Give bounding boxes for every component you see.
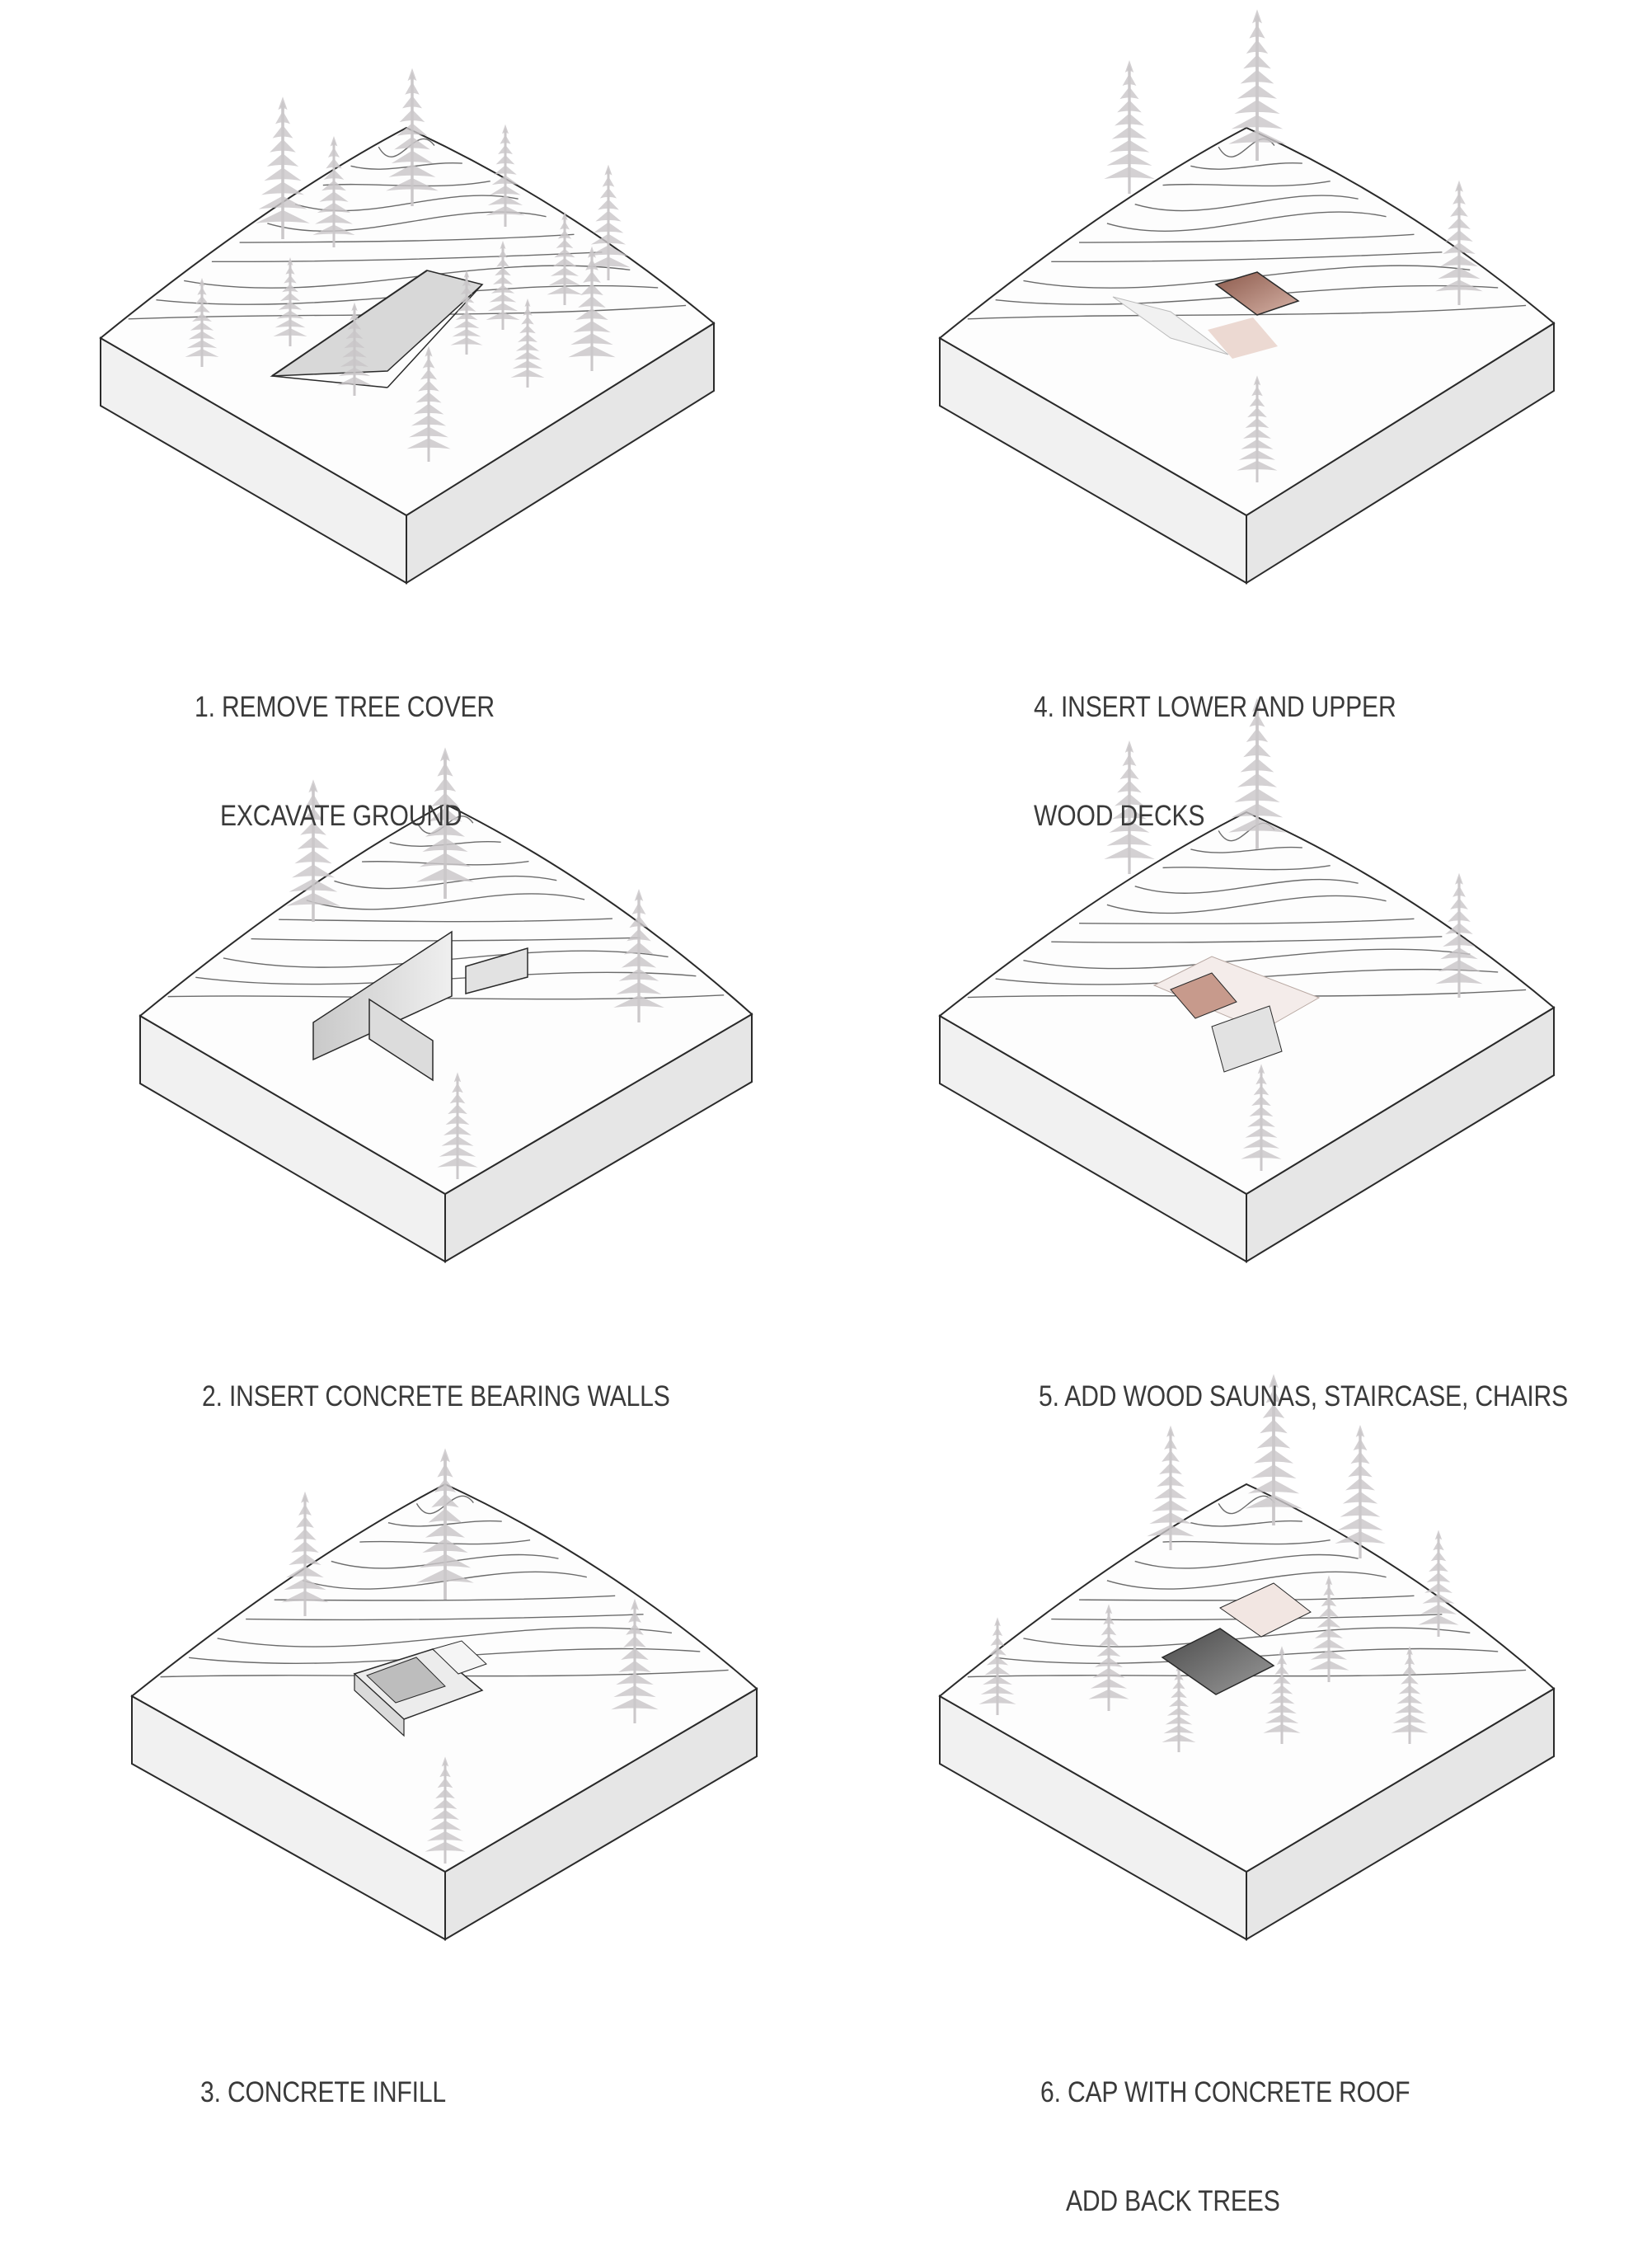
step-6-contour-line — [1218, 1495, 1275, 1515]
step-6-caption-line-2: ADD BACK TREES — [1065, 2185, 1280, 2217]
step-1-site-block — [99, 68, 716, 585]
tree-icon — [1263, 1646, 1301, 1744]
step-6-contour-line — [1162, 1539, 1331, 1545]
tree-icon — [416, 747, 474, 899]
tree-icon — [1237, 375, 1278, 482]
tree-icon — [256, 96, 310, 239]
tree-icon — [979, 1617, 1016, 1715]
tree-icon — [416, 1448, 474, 1600]
tree-icon — [1228, 9, 1286, 161]
tree-icon — [185, 278, 219, 367]
step-3-contour-line — [246, 1614, 644, 1621]
step-6-caption-line-1: 6. CAP WITH CONCRETE ROOF — [1040, 2076, 1410, 2108]
step-5-site-block — [938, 698, 1556, 1263]
tree-icon — [510, 298, 545, 388]
tree-icon — [1088, 1604, 1129, 1711]
tree-icon — [286, 779, 340, 922]
step-2-site-block — [138, 747, 753, 1263]
tree-icon — [1104, 60, 1155, 194]
tree-icon — [1418, 1530, 1459, 1637]
tree-icon — [1228, 698, 1286, 849]
step-5-contour-line — [1106, 895, 1387, 914]
step-3-caption: 3. CONCRETE INFILL — [200, 2002, 446, 2147]
step-4-contour-line — [1190, 162, 1302, 170]
tree-icon — [425, 1756, 466, 1864]
step-1-contour-line — [239, 233, 575, 243]
step-2-caption: 2. INSERT CONCRETE BEARING WALLS — [202, 1306, 670, 1451]
step-4-caption: 4. INSERT LOWER AND UPPER WOOD DECKS — [1034, 617, 1396, 871]
step-4-contour-line — [1134, 195, 1359, 212]
step-4-contour-line — [1051, 251, 1443, 263]
step-4-caption-line-2: WOOD DECKS — [1034, 800, 1205, 832]
tree-icon — [586, 164, 631, 280]
step-6-contour-line — [1023, 1627, 1471, 1647]
step-5-contour-line — [1134, 878, 1359, 894]
step-4-wood-decks — [1112, 271, 1300, 359]
tree-icon — [547, 211, 583, 305]
tree-icon — [450, 270, 483, 355]
tree-icon — [406, 345, 451, 462]
step-5-caption-line-1: 5. ADD WOOD SAUNAS, STAIRCASE, CHAIRS — [1039, 1380, 1569, 1412]
tree-icon — [611, 1598, 659, 1723]
tree-icon — [1435, 180, 1483, 305]
step-3-site-block — [130, 1448, 758, 1941]
step-3-contour-line — [217, 1627, 673, 1647]
step-3-caption-line-1: 3. CONCRETE INFILL — [200, 2076, 446, 2108]
site-diagram-sheet — [99, 9, 1556, 1941]
step-6-caption: 6. CAP WITH CONCRETE ROOF ADD BACK TREES — [1040, 2002, 1410, 2256]
step-5-contour-line — [1162, 864, 1331, 871]
step-5-caption: 5. ADD WOOD SAUNAS, STAIRCASE, CHAIRS — [1039, 1306, 1568, 1451]
step-1-contour-line — [350, 162, 462, 170]
tree-icon — [1104, 740, 1155, 874]
step-4-contour-line — [967, 304, 1527, 320]
step-6-concrete-roof — [1161, 1582, 1312, 1695]
step-6-contour-line — [1106, 1571, 1387, 1590]
step-4-contour-line — [1162, 180, 1331, 187]
step-4-contour-line — [1079, 233, 1415, 243]
step-5-contour-line — [1190, 846, 1302, 853]
tree-icon — [281, 1491, 329, 1616]
tree-icon — [273, 257, 307, 346]
tree-icon — [1241, 1064, 1282, 1171]
step-1-caption-line-1: 1. REMOVE TREE COVER — [195, 691, 495, 723]
step-2-bearing-walls — [312, 930, 528, 1082]
step-4-contour-line — [1106, 211, 1387, 232]
tree-icon — [1391, 1646, 1429, 1744]
step-1-contour-line — [211, 251, 603, 263]
step-1-contour-line — [378, 138, 435, 157]
tree-icon — [486, 241, 520, 330]
step-1-excavation — [270, 270, 484, 388]
tree-icon — [1245, 1374, 1302, 1525]
tree-icon — [568, 246, 616, 371]
tree-icon — [1147, 1425, 1194, 1550]
step-5-contour-line — [1023, 948, 1471, 970]
step-1-caption-line-2: EXCAVATE GROUND — [219, 800, 462, 832]
step-5-saunas-staircase — [1152, 956, 1321, 1073]
tree-icon — [336, 302, 373, 396]
step-2-contour-line — [306, 893, 585, 910]
step-6-contour-line — [1134, 1553, 1359, 1569]
tree-icon — [386, 68, 439, 206]
tree-icon — [1335, 1425, 1386, 1558]
step-5-contour-line — [1051, 936, 1443, 943]
step-6-site-block — [938, 1374, 1556, 1941]
tree-icon — [437, 1072, 478, 1179]
tree-icon — [1308, 1575, 1349, 1682]
step-4-site-block — [938, 9, 1556, 585]
tree-icon — [1162, 1663, 1196, 1752]
tree-icon — [312, 136, 355, 247]
step-2-contour-line — [279, 918, 612, 923]
step-6-contour-line — [1190, 1520, 1302, 1527]
tree-icon — [613, 889, 664, 1022]
step-5-contour-line — [1079, 918, 1415, 924]
tree-icon — [1435, 872, 1483, 998]
tree-icon — [486, 124, 525, 227]
step-4-caption-line-1: 4. INSERT LOWER AND UPPER — [1034, 691, 1396, 723]
step-2-caption-line-1: 2. INSERT CONCRETE BEARING WALLS — [202, 1380, 670, 1412]
step-1-caption: 1. REMOVE TREE COVER EXCAVATE GROUND — [195, 617, 495, 871]
step-3-concrete-infill — [353, 1640, 487, 1737]
